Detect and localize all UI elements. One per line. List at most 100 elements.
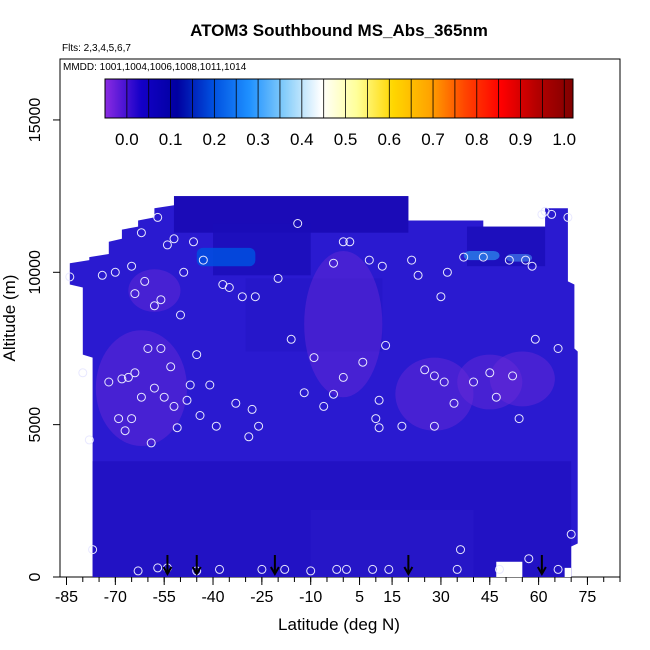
sample-point [371, 414, 381, 424]
sample-point [169, 401, 179, 411]
field-patch [196, 247, 256, 267]
profile-arrowhead [162, 566, 173, 577]
sample-point [384, 564, 394, 574]
sample-point [185, 380, 195, 390]
sample-point [299, 388, 309, 398]
sample-point [368, 564, 378, 574]
sample-points [65, 206, 576, 576]
sample-point [469, 377, 478, 387]
colorbar: 0.0 0.1 0.2 0.3 0.4 0.5 0.6 0.7 0.8 0.9 1.0 [104, 78, 576, 149]
sample-point [364, 255, 374, 265]
x-tick-label: -85 [55, 589, 78, 606]
data-field [69, 196, 578, 577]
y-tick-label: 0 [27, 572, 44, 581]
sample-point [429, 371, 439, 381]
sample-point [136, 228, 146, 238]
sample-point [374, 423, 384, 433]
sample-point [293, 219, 303, 228]
sample-point [189, 237, 198, 247]
sample-point [456, 545, 465, 555]
field-enhancement [95, 330, 187, 446]
colorbar-tick-label: 0.4 [290, 130, 314, 149]
sample-point [491, 392, 501, 402]
sample-point [237, 292, 247, 302]
x-tick-label: 60 [530, 589, 548, 606]
sample-point [140, 276, 150, 286]
sample-point [159, 392, 169, 402]
sample-point [329, 258, 338, 268]
sample-point [342, 564, 351, 574]
sample-point [563, 212, 573, 222]
field-enhancement [489, 351, 555, 407]
profile-arrowhead [536, 566, 547, 577]
sample-point [286, 334, 296, 344]
sample-point [449, 398, 459, 408]
sample-point [521, 255, 531, 265]
sample-point [478, 252, 488, 262]
sample-point [485, 368, 495, 378]
colorbar-tick-label: 0.8 [465, 130, 489, 149]
sample-point [97, 270, 107, 280]
sample-point [495, 564, 504, 574]
sample-point [143, 344, 153, 353]
x-tick-label: 30 [432, 589, 450, 606]
x-axis-label: Latitude (deg N) [278, 615, 400, 634]
sample-point [114, 414, 124, 424]
sample-point [247, 404, 257, 414]
y-axis: 0 5000 10000 15000 [27, 98, 60, 581]
no-data-notch [564, 567, 572, 577]
sample-point [172, 423, 182, 433]
sample-point [146, 438, 156, 448]
sample-point [153, 212, 163, 222]
sample-point [250, 292, 260, 302]
dates-note: MMDD: 1001,1004,1006,1008,1011,1014 [63, 62, 247, 73]
sample-point [530, 334, 540, 344]
colorbar-tick-label: 0.1 [159, 130, 183, 149]
field-band [245, 278, 383, 352]
sample-point [166, 362, 176, 372]
sample-point [381, 340, 391, 350]
sample-point [332, 564, 342, 574]
sample-point [244, 432, 254, 442]
y-tick-label: 10000 [27, 250, 44, 295]
sample-point [309, 353, 319, 363]
sample-point [420, 365, 430, 375]
sample-point [329, 389, 338, 399]
sample-point [110, 267, 120, 277]
sample-point [436, 292, 446, 302]
sample-point [514, 414, 524, 424]
colorbar-tick-label: 0.5 [334, 130, 358, 149]
sample-point [205, 380, 215, 390]
sample-point [78, 368, 88, 378]
x-tick-label: -10 [299, 589, 322, 606]
sample-point [459, 252, 469, 262]
sample-point [547, 209, 557, 219]
sample-point [537, 209, 547, 219]
field-patch [463, 250, 500, 261]
sample-point [117, 374, 127, 384]
sample-point [280, 564, 290, 574]
sample-point [130, 289, 140, 299]
colorbar-tick-label: 1.0 [552, 130, 576, 149]
sample-point [429, 421, 439, 431]
sample-point [452, 564, 462, 574]
sample-point [156, 295, 166, 305]
no-data-notch [496, 561, 523, 577]
field-enhancement [395, 357, 474, 431]
x-tick-label: -25 [250, 589, 273, 606]
sample-point [358, 357, 368, 367]
sample-point [439, 377, 449, 387]
sample-point [257, 564, 267, 574]
field-band [466, 226, 546, 267]
sample-point [338, 237, 348, 247]
sample-point [65, 272, 75, 282]
sample-point [127, 414, 137, 424]
sample-point [88, 545, 98, 555]
sample-point [504, 255, 514, 265]
sample-point [508, 371, 518, 381]
sample-point [133, 566, 143, 576]
colorbar-tick-label: 0.6 [377, 130, 401, 149]
colorbar-tick-label: 0.9 [509, 130, 533, 149]
field-enhancement [304, 250, 383, 398]
